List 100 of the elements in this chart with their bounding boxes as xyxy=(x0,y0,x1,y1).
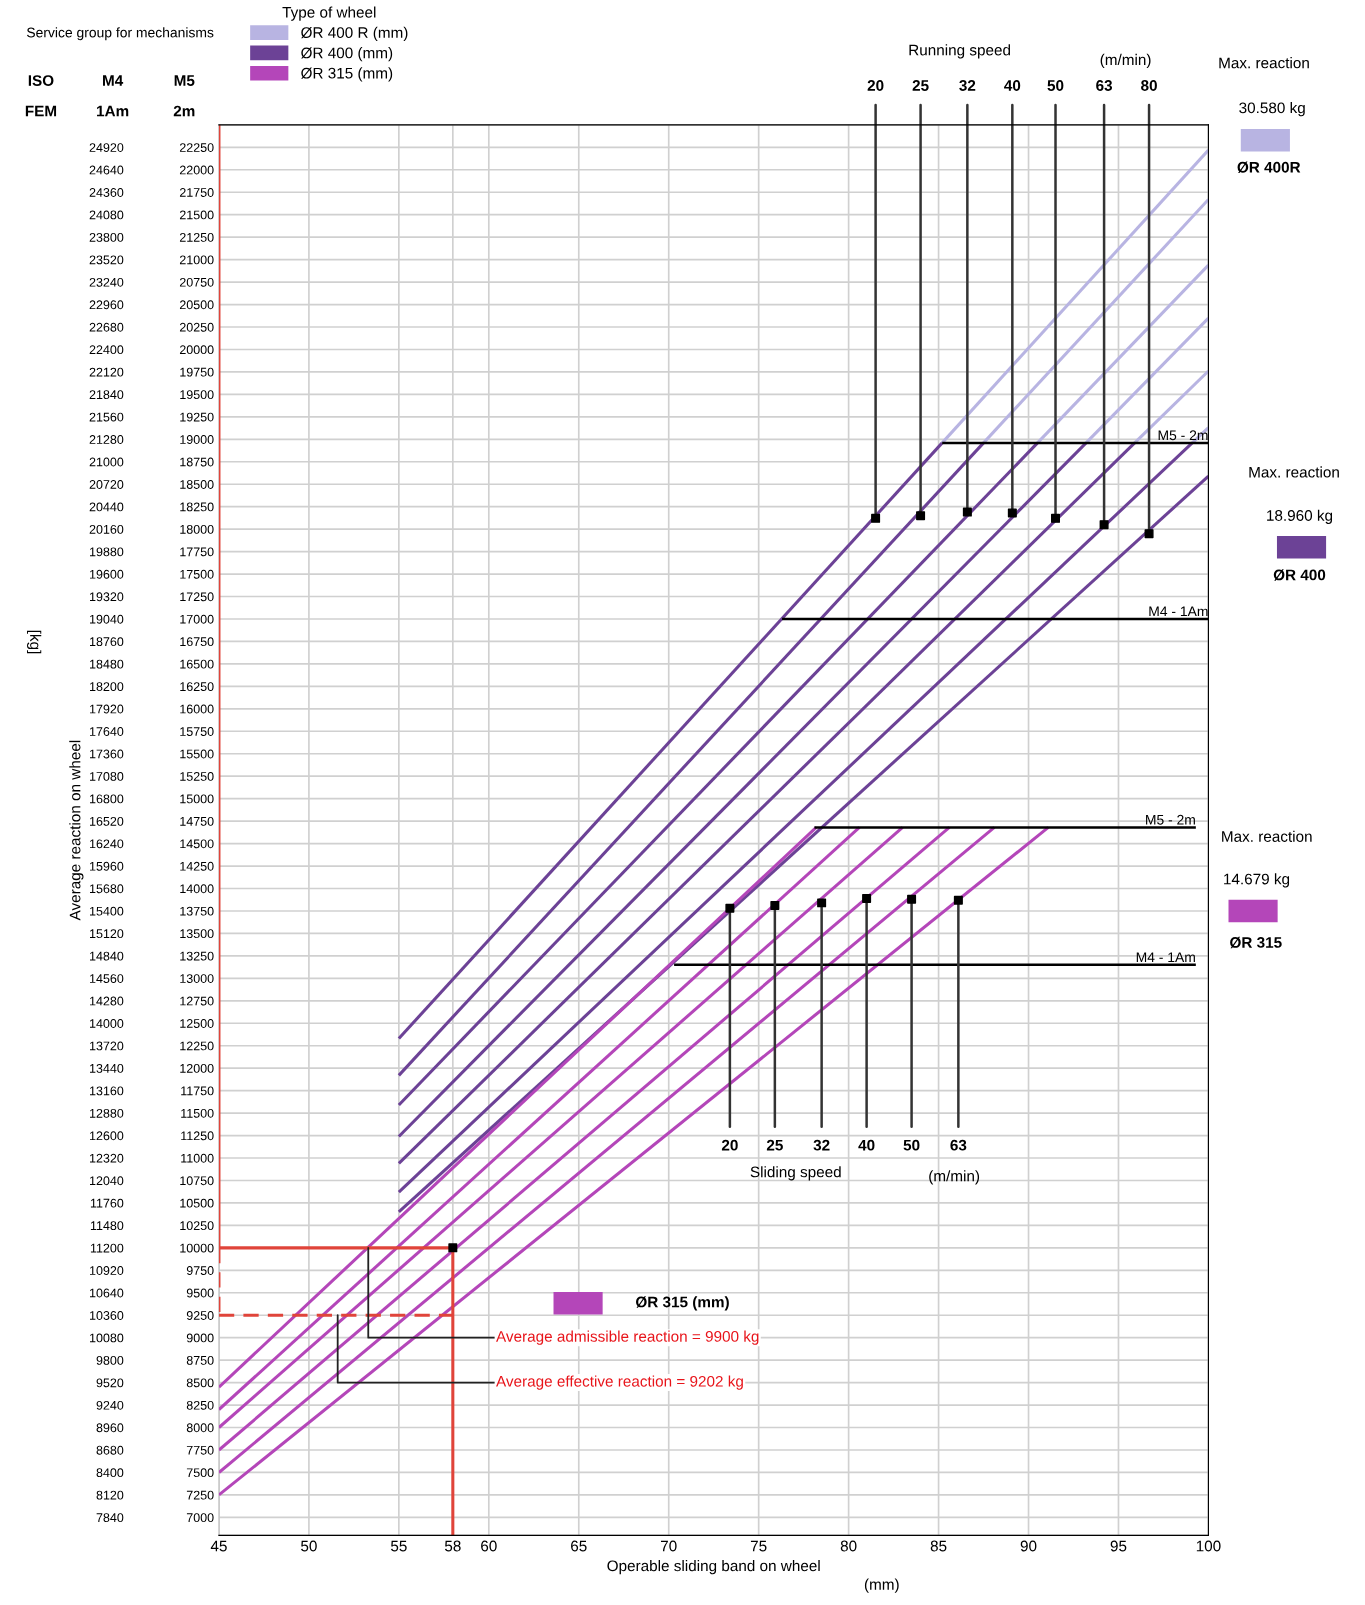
y2-tick-label: 9240 xyxy=(96,1400,124,1410)
annotation: 50 xyxy=(1047,80,1064,91)
y-tick-label: 11500 xyxy=(181,1108,214,1118)
y2-tick-label: 12880 xyxy=(90,1108,124,1118)
text: M5 xyxy=(174,75,195,86)
y2-tick-label: 24080 xyxy=(89,210,124,220)
x-tick-label: 95 xyxy=(1110,1540,1127,1552)
y2-tick-label: 11200 xyxy=(90,1243,124,1253)
y-tick-label: 19750 xyxy=(180,367,214,377)
text: 18.960 kg xyxy=(1267,509,1333,524)
y-tick-label: 21000 xyxy=(179,255,214,265)
annotation: ØR 315 (mm) xyxy=(636,1296,729,1311)
y2-tick-label: 8120 xyxy=(96,1490,124,1500)
text: (mm) xyxy=(864,1578,899,1593)
legend-label: ØR 400 R (mm) xyxy=(301,26,408,42)
y-tick-label: 9500 xyxy=(186,1288,214,1298)
y-tick-label: 14250 xyxy=(180,861,214,871)
y2-tick-label: 21000 xyxy=(89,457,124,467)
y2-tick-label: 7840 xyxy=(96,1513,124,1523)
y-tick-label: 22250 xyxy=(179,143,214,152)
y-tick-label: 12000 xyxy=(180,1063,214,1073)
annotation: 50 xyxy=(903,1139,920,1151)
y-tick-label: 17000 xyxy=(180,614,214,624)
x-tick-label: 45 xyxy=(210,1540,227,1552)
x-tick-label: 60 xyxy=(481,1540,497,1552)
annotation: Sliding speed xyxy=(750,1166,841,1181)
y2-tick-label: 20160 xyxy=(89,524,124,534)
y2-tick-label: 15960 xyxy=(90,861,124,871)
y2-tick-label: 13160 xyxy=(90,1086,124,1096)
y-tick-label: 13000 xyxy=(180,974,214,983)
x-tick-label: 55 xyxy=(390,1540,407,1552)
y-tick-label: 20250 xyxy=(179,322,214,332)
y-tick-label: 16500 xyxy=(180,659,214,669)
y-tick-label: 19000 xyxy=(180,435,214,444)
text: ØR 400R xyxy=(1237,161,1301,174)
y2-tick-label: 16240 xyxy=(90,839,124,849)
text: Running speed xyxy=(909,44,1011,59)
y-tick-label: 17250 xyxy=(180,592,214,602)
y-tick-label: 16750 xyxy=(180,637,214,647)
y2-tick-label: 19320 xyxy=(90,592,124,602)
y2-tick-label: 22960 xyxy=(89,300,124,310)
y2-tick-label: 19040 xyxy=(90,614,124,624)
y2-tick-label: 19880 xyxy=(90,547,124,557)
y-tick-label: 18000 xyxy=(180,524,214,534)
y2-tick-label: 8400 xyxy=(96,1468,124,1478)
y-tick-label: 20500 xyxy=(179,300,214,310)
text: M4 xyxy=(103,75,124,86)
y-tick-label: 15500 xyxy=(180,749,214,759)
x-tick-label: 70 xyxy=(661,1540,677,1552)
y2-tick-label: 15400 xyxy=(90,906,124,916)
y2-tick-label: 11760 xyxy=(90,1198,124,1208)
y2-tick-label: 17360 xyxy=(90,749,124,759)
y2-axis-title: Average reaction on wheel xyxy=(69,740,84,921)
annotation: Average effective reaction = 9202 kg xyxy=(496,1375,743,1390)
x-tick-label: 80 xyxy=(840,1540,857,1552)
x-tick-label: 85 xyxy=(930,1540,947,1552)
y2-tick-label: 17080 xyxy=(90,772,124,781)
y2-tick-label: 22680 xyxy=(89,322,124,332)
y2-tick-label: 22400 xyxy=(89,345,124,355)
y-tick-label: 7500 xyxy=(186,1468,214,1478)
y2-tick-label: 14280 xyxy=(90,996,124,1006)
text: ISO xyxy=(28,75,54,86)
y2-tick-label: 21560 xyxy=(89,412,124,422)
y2-tick-label: 18760 xyxy=(90,637,124,647)
series-label: M4 - 1Am xyxy=(1149,606,1208,617)
y2-tick-label: 12600 xyxy=(90,1131,124,1141)
y-tick-label: 13250 xyxy=(180,951,214,961)
y2-tick-label: 13720 xyxy=(90,1041,124,1051)
y-tick-label: 21750 xyxy=(179,188,214,197)
y-tick-label: 12750 xyxy=(180,996,214,1006)
y2-tick-label: 23240 xyxy=(89,277,124,287)
text: (m/min) xyxy=(1100,53,1151,69)
y-tick-label: 10000 xyxy=(180,1243,214,1253)
y-tick-label: 8000 xyxy=(186,1423,214,1433)
y-tick-label: 17500 xyxy=(180,569,214,579)
y-tick-label: 21250 xyxy=(179,232,214,242)
y-tick-label: 8250 xyxy=(186,1400,214,1410)
y-tick-label: 11750 xyxy=(181,1086,214,1096)
y2-tick-label: 15680 xyxy=(90,884,124,894)
x-tick-label: 65 xyxy=(571,1540,587,1552)
x-tick-label: 90 xyxy=(1020,1540,1037,1552)
y-tick-label: 22000 xyxy=(179,165,214,175)
y2-tick-label: 15120 xyxy=(90,929,124,939)
annotation: 25 xyxy=(912,80,929,91)
y2-tick-label: 19600 xyxy=(90,569,124,579)
x-tick-label: 50 xyxy=(301,1540,317,1552)
y-tick-label: 20750 xyxy=(179,277,214,287)
text: Max. reaction xyxy=(1219,57,1309,69)
annotation: (m/min) xyxy=(929,1170,980,1185)
annotation: 63 xyxy=(1096,80,1113,91)
y2-tick-label: 8960 xyxy=(96,1423,124,1433)
x-axis-title: Operable sliding band on wheel xyxy=(607,1560,820,1575)
y-tick-label: 18500 xyxy=(180,480,214,489)
y2-tick-label: 21840 xyxy=(89,390,124,400)
text: Max. reaction xyxy=(1249,466,1339,478)
y-tick-label: 13750 xyxy=(180,906,214,916)
annotation: 20 xyxy=(721,1139,738,1151)
annotation: Average admissible reaction = 9900 kg xyxy=(496,1330,759,1345)
x-tick-label: 100 xyxy=(1196,1540,1221,1552)
y-tick-label: 10500 xyxy=(180,1198,214,1208)
